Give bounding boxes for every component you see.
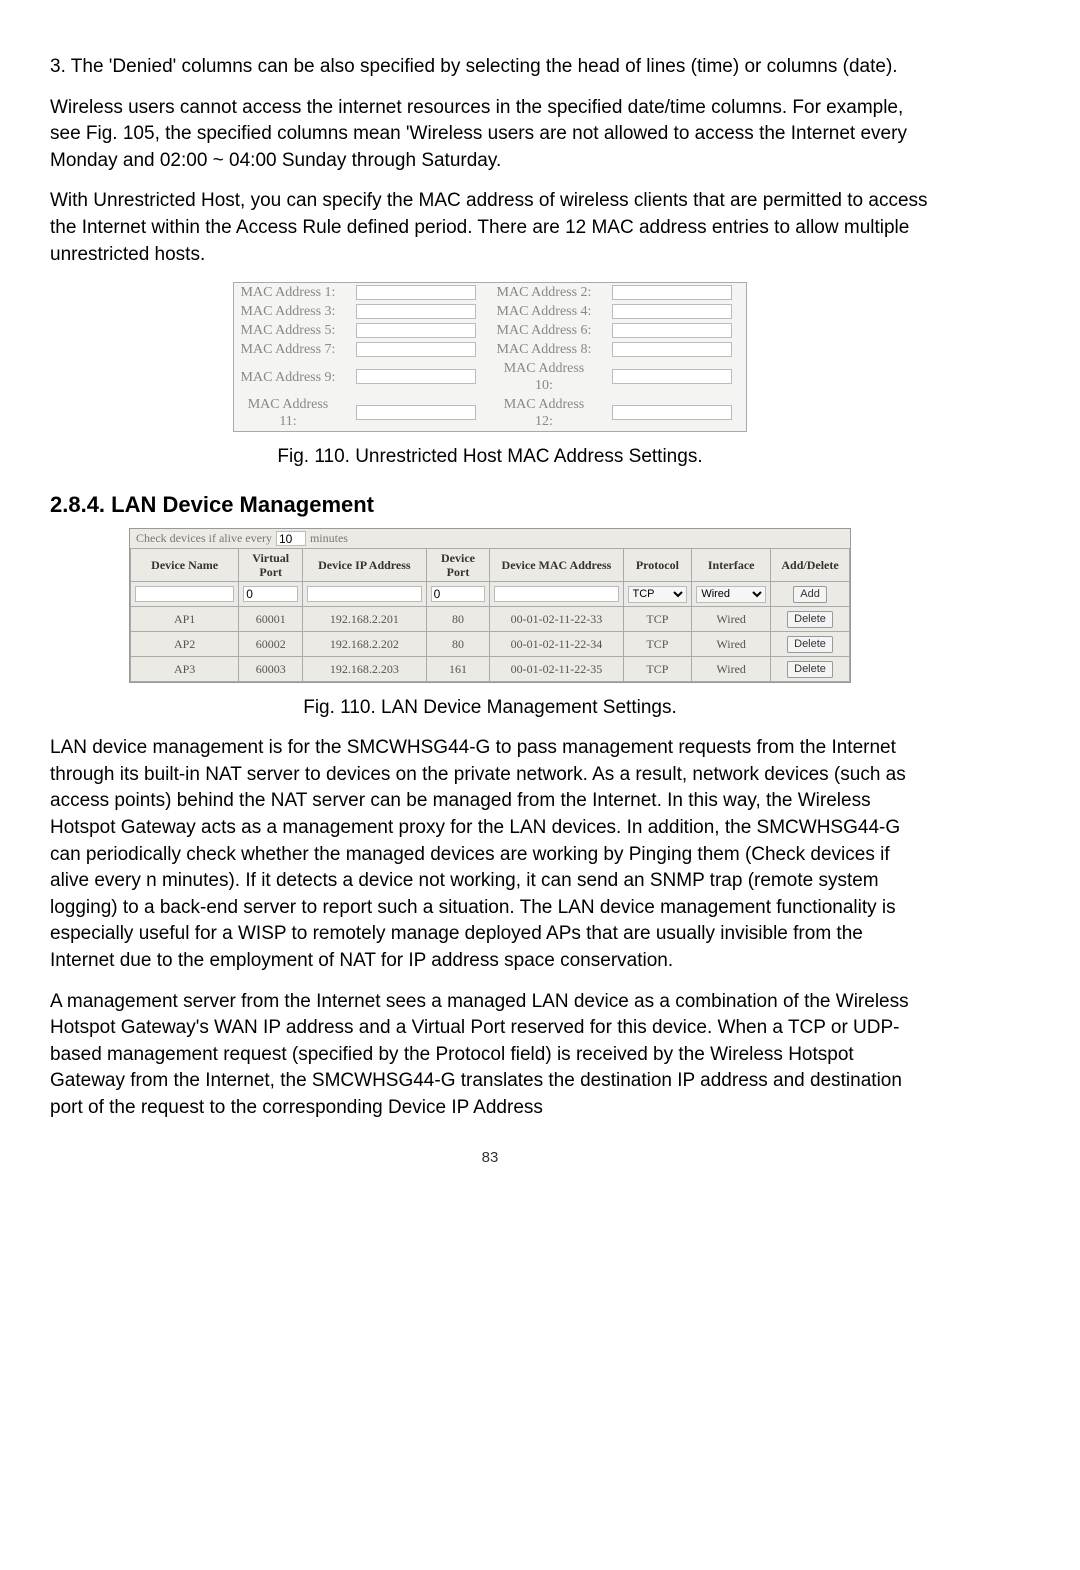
paragraph-denied: Wireless users cannot access the interne…	[50, 95, 930, 175]
lan-input-row: TCP Wired Add	[131, 582, 850, 607]
mac-input-4[interactable]	[612, 304, 732, 319]
list-item-3: 3. The 'Denied' columns can be also spec…	[50, 54, 930, 81]
lan-th-mac: Device MAC Address	[490, 549, 623, 582]
lan-add-vport-input[interactable]	[243, 586, 298, 602]
mac-label-4: MAC Address 4:	[490, 302, 598, 321]
mac-label-12: MAC Address 12:	[490, 395, 598, 432]
table-row: AP1 60001 192.168.2.201 80 00-01-02-11-2…	[131, 607, 850, 632]
lan-th-name: Device Name	[131, 549, 239, 582]
lan-th-iface: Interface	[692, 549, 771, 582]
paragraph-unrestricted: With Unrestricted Host, you can specify …	[50, 188, 930, 268]
lan-th-proto: Protocol	[623, 549, 692, 582]
delete-button[interactable]: Delete	[787, 661, 833, 678]
figure-caption-110b: Fig. 110. LAN Device Management Settings…	[50, 697, 930, 719]
cell-dport: 80	[426, 607, 490, 632]
table-row: AP3 60003 192.168.2.203 161 00-01-02-11-…	[131, 657, 850, 682]
table-row: AP2 60002 192.168.2.202 80 00-01-02-11-2…	[131, 632, 850, 657]
cell-vport: 60001	[239, 607, 303, 632]
cell-vport: 60003	[239, 657, 303, 682]
paragraph-lan-desc: LAN device management is for the SMCWHSG…	[50, 735, 930, 974]
cell-iface: Wired	[692, 632, 771, 657]
cell-dport: 80	[426, 632, 490, 657]
cell-proto: TCP	[623, 607, 692, 632]
cell-name: AP1	[131, 607, 239, 632]
lan-th-ip: Device IP Address	[303, 549, 427, 582]
mac-input-2[interactable]	[612, 285, 732, 300]
add-button[interactable]: Add	[793, 586, 827, 603]
lan-add-dport-input[interactable]	[431, 586, 486, 602]
cell-mac: 00-01-02-11-22-33	[490, 607, 623, 632]
lan-check-left-text: Check devices if alive every	[136, 531, 272, 546]
figure-caption-110a: Fig. 110. Unrestricted Host MAC Address …	[50, 446, 930, 468]
page-number: 83	[50, 1149, 930, 1166]
mac-label-9: MAC Address 9:	[234, 359, 343, 395]
cell-name: AP2	[131, 632, 239, 657]
mac-label-1: MAC Address 1:	[234, 283, 343, 303]
lan-th-vport: Virtual Port	[239, 549, 303, 582]
mac-label-2: MAC Address 2:	[490, 283, 598, 303]
lan-th-dport: Device Port	[426, 549, 490, 582]
figure-lan-management: Check devices if alive every minutes Dev…	[50, 528, 930, 683]
lan-add-mac-input[interactable]	[494, 586, 618, 602]
cell-mac: 00-01-02-11-22-35	[490, 657, 623, 682]
cell-dport: 161	[426, 657, 490, 682]
mac-label-10: MAC Address 10:	[490, 359, 598, 395]
mac-label-5: MAC Address 5:	[234, 321, 343, 340]
cell-iface: Wired	[692, 607, 771, 632]
paragraph-mgmt-server: A management server from the Internet se…	[50, 989, 930, 1122]
cell-name: AP3	[131, 657, 239, 682]
lan-add-name-input[interactable]	[135, 586, 234, 602]
lan-add-ip-input[interactable]	[307, 586, 422, 602]
cell-vport: 60002	[239, 632, 303, 657]
mac-input-8[interactable]	[612, 342, 732, 357]
heading-2-8-4: 2.8.4. LAN Device Management	[50, 492, 930, 518]
mac-input-10[interactable]	[612, 369, 732, 384]
lan-check-minutes-input[interactable]	[276, 531, 306, 546]
mac-input-7[interactable]	[356, 342, 476, 357]
lan-check-right-text: minutes	[310, 531, 348, 546]
mac-address-table: MAC Address 1: MAC Address 2: MAC Addres…	[233, 282, 747, 432]
delete-button[interactable]: Delete	[787, 636, 833, 653]
lan-add-proto-select[interactable]: TCP	[628, 586, 688, 603]
mac-label-3: MAC Address 3:	[234, 302, 343, 321]
mac-input-12[interactable]	[612, 405, 732, 420]
cell-ip: 192.168.2.203	[303, 657, 427, 682]
mac-input-5[interactable]	[356, 323, 476, 338]
cell-ip: 192.168.2.201	[303, 607, 427, 632]
mac-input-3[interactable]	[356, 304, 476, 319]
cell-proto: TCP	[623, 657, 692, 682]
cell-proto: TCP	[623, 632, 692, 657]
mac-label-8: MAC Address 8:	[490, 340, 598, 359]
cell-iface: Wired	[692, 657, 771, 682]
lan-th-action: Add/Delete	[771, 549, 850, 582]
cell-ip: 192.168.2.202	[303, 632, 427, 657]
lan-check-alive-row: Check devices if alive every minutes	[130, 529, 850, 548]
lan-add-iface-select[interactable]: Wired	[696, 586, 766, 603]
mac-input-1[interactable]	[356, 285, 476, 300]
mac-label-11: MAC Address 11:	[234, 395, 343, 432]
mac-label-6: MAC Address 6:	[490, 321, 598, 340]
cell-mac: 00-01-02-11-22-34	[490, 632, 623, 657]
mac-input-9[interactable]	[356, 369, 476, 384]
delete-button[interactable]: Delete	[787, 611, 833, 628]
mac-input-11[interactable]	[356, 405, 476, 420]
figure-mac-addresses: MAC Address 1: MAC Address 2: MAC Addres…	[50, 282, 930, 432]
mac-input-6[interactable]	[612, 323, 732, 338]
lan-device-table: Device Name Virtual Port Device IP Addre…	[130, 548, 850, 682]
mac-label-7: MAC Address 7:	[234, 340, 343, 359]
